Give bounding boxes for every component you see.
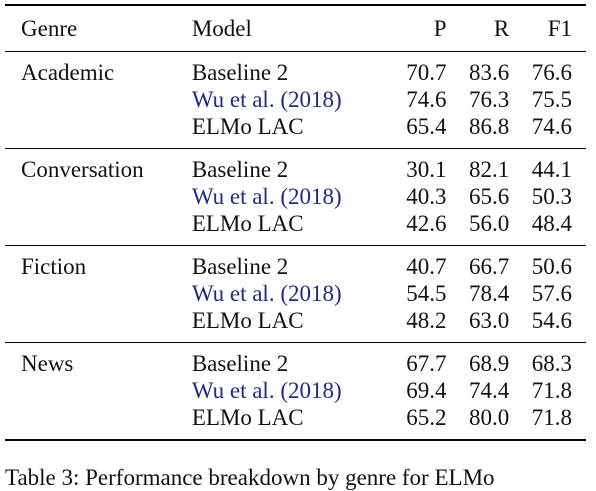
precision-cell: 69.4: [406, 377, 447, 403]
model-name: Baseline 2: [191, 253, 289, 279]
table-caption: Table 3: Performance breakdown by genre …: [5, 465, 495, 490]
f1-cell: 44.1: [531, 156, 572, 182]
table-row: Wu et al. (2018) 40.3 65.6 50.3: [5, 183, 586, 210]
model-citation-link[interactable]: Wu et al. (2018): [192, 183, 384, 210]
header-p: P: [433, 15, 447, 41]
recall-cell: 83.6: [468, 59, 510, 85]
genre-group: Fiction Baseline 2 40.7 66.7 50.6 Wu et …: [5, 245, 586, 342]
header-f1: F1: [547, 15, 572, 41]
header-r: R: [493, 15, 510, 41]
f1-cell: 71.8: [531, 404, 572, 430]
citation-year: (2018): [280, 377, 342, 403]
header-model: Model: [191, 15, 252, 41]
model-name: Baseline 2: [191, 350, 289, 376]
f1-cell: 57.6: [531, 280, 572, 306]
model-citation-link[interactable]: Wu et al. (2018): [192, 280, 384, 307]
precision-cell: 48.2: [406, 307, 447, 333]
model-name: Baseline 2: [191, 59, 289, 85]
recall-cell: 66.7: [468, 253, 510, 279]
table-row: ELMo LAC 65.4 86.8 74.6: [5, 113, 586, 149]
citation-author: Wu et al.: [191, 377, 275, 403]
citation-author: Wu et al.: [191, 86, 275, 112]
model-name: ELMo LAC: [191, 307, 304, 333]
recall-cell: 68.9: [468, 350, 510, 376]
f1-cell: 48.4: [531, 210, 572, 236]
results-table: Genre Model P R F1 Academic Baseline 2 7…: [5, 4, 586, 441]
table-row: ELMo LAC 65.2 80.0 71.8: [5, 404, 586, 440]
table-row: Academic Baseline 2 70.7 83.6 76.6: [5, 51, 586, 86]
f1-cell: 76.6: [531, 59, 572, 85]
precision-cell: 70.7: [406, 59, 447, 85]
genre-label: Fiction: [21, 253, 87, 279]
f1-cell: 54.6: [531, 307, 572, 333]
precision-cell: 30.1: [406, 156, 447, 182]
precision-cell: 65.2: [406, 404, 447, 430]
table-row: News Baseline 2 67.7 68.9 68.3: [5, 342, 586, 377]
precision-cell: 54.5: [406, 280, 447, 306]
paper-page: Genre Model P R F1 Academic Baseline 2 7…: [5, 4, 586, 490]
table-row: Wu et al. (2018) 69.4 74.4 71.8: [5, 377, 586, 404]
recall-cell: 76.3: [468, 86, 510, 112]
recall-cell: 74.4: [468, 377, 510, 403]
model-name: Baseline 2: [191, 156, 289, 182]
recall-cell: 65.6: [468, 183, 510, 209]
f1-cell: 75.5: [531, 86, 572, 112]
f1-cell: 50.3: [531, 183, 572, 209]
recall-cell: 86.8: [468, 113, 510, 139]
f1-cell: 68.3: [531, 350, 572, 376]
citation-author: Wu et al.: [191, 280, 275, 306]
model-citation-link[interactable]: Wu et al. (2018): [192, 377, 384, 404]
citation-year: (2018): [280, 86, 342, 112]
table-row: ELMo LAC 42.6 56.0 48.4: [5, 210, 586, 246]
recall-cell: 78.4: [468, 280, 510, 306]
precision-cell: 67.7: [406, 350, 447, 376]
genre-group: News Baseline 2 67.7 68.9 68.3 Wu et al.…: [5, 342, 586, 440]
genre-label: Academic: [21, 59, 115, 85]
precision-cell: 40.3: [406, 183, 447, 209]
citation-year: (2018): [280, 280, 342, 306]
table-row: ELMo LAC 48.2 63.0 54.6: [5, 307, 586, 343]
table-row: Wu et al. (2018) 54.5 78.4 57.6: [5, 280, 586, 307]
f1-cell: 71.8: [531, 377, 572, 403]
precision-cell: 65.4: [406, 113, 447, 139]
precision-cell: 40.7: [406, 253, 447, 279]
f1-cell: 74.6: [531, 113, 572, 139]
recall-cell: 82.1: [468, 156, 510, 182]
model-name: ELMo LAC: [191, 404, 304, 430]
table-header-row: Genre Model P R F1: [5, 5, 586, 51]
genre-label: Conversation: [21, 156, 144, 182]
precision-cell: 42.6: [406, 210, 447, 236]
recall-cell: 63.0: [468, 307, 510, 333]
genre-group: Academic Baseline 2 70.7 83.6 76.6 Wu et…: [5, 51, 586, 148]
model-citation-link[interactable]: Wu et al. (2018): [192, 86, 384, 113]
citation-year: (2018): [280, 183, 342, 209]
model-name: ELMo LAC: [191, 210, 304, 236]
table-row: Conversation Baseline 2 30.1 82.1 44.1: [5, 148, 586, 183]
precision-cell: 74.6: [406, 86, 447, 112]
table-row: Wu et al. (2018) 74.6 76.3 75.5: [5, 86, 586, 113]
recall-cell: 56.0: [468, 210, 510, 236]
recall-cell: 80.0: [468, 404, 510, 430]
citation-author: Wu et al.: [191, 183, 275, 209]
header-genre: Genre: [21, 15, 78, 41]
genre-label: News: [21, 350, 74, 376]
f1-cell: 50.6: [531, 253, 572, 279]
model-name: ELMo LAC: [191, 113, 304, 139]
genre-group: Conversation Baseline 2 30.1 82.1 44.1 W…: [5, 148, 586, 245]
table-row: Fiction Baseline 2 40.7 66.7 50.6: [5, 245, 586, 280]
